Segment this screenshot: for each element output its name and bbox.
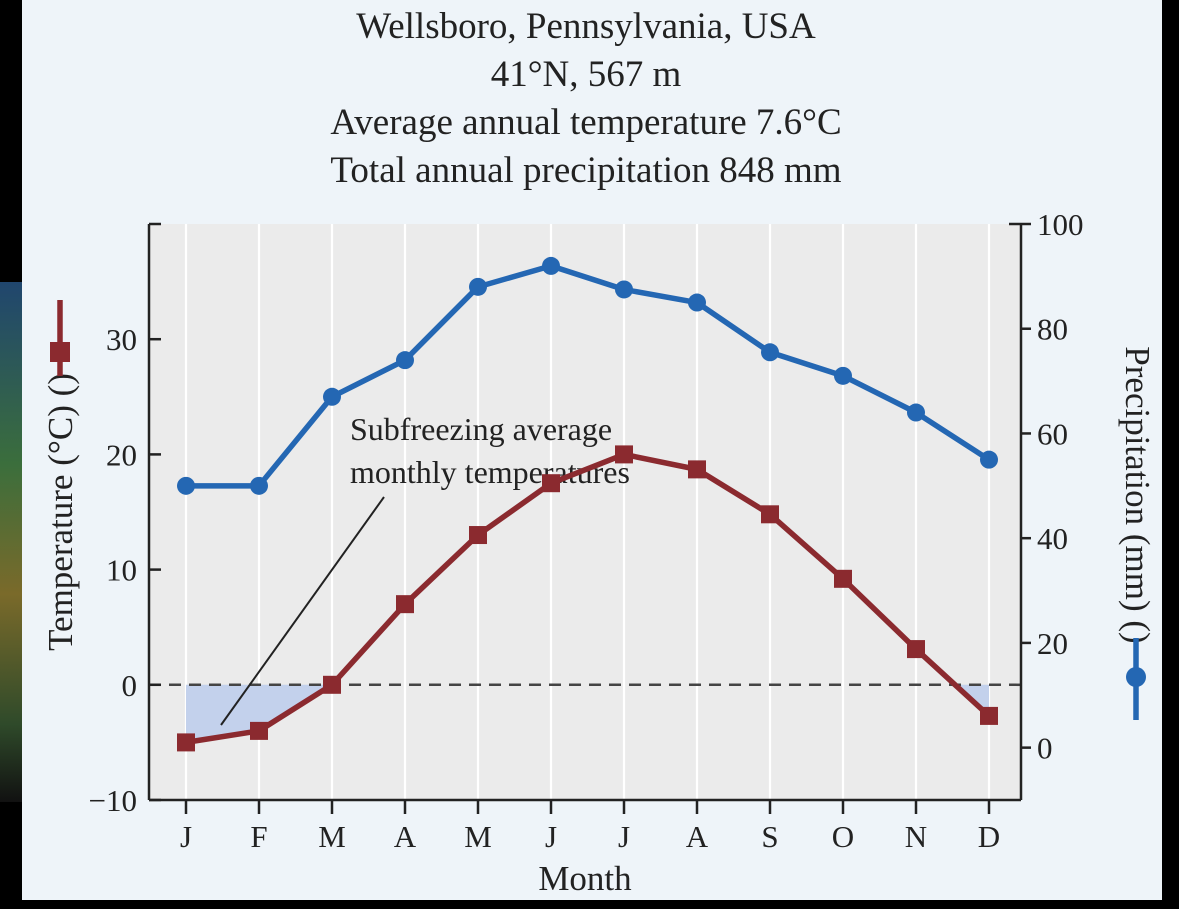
y-axis-left-label: Temperature (°C) (): [41, 373, 80, 651]
temperature-point: [761, 505, 779, 524]
y-left-tick-label: 30: [106, 322, 137, 357]
x-tick-label: M: [318, 819, 346, 854]
annotation-leader-line: [220, 496, 385, 726]
y-right-tick-label: 60: [1037, 416, 1068, 451]
axes: −10 0 10 20 30 0 20 40 60 80 100 J F M A M J J A S O N D: [89, 207, 1084, 854]
temperature-series: [177, 445, 998, 752]
precipitation-point: [980, 450, 998, 469]
temperature-point: [907, 640, 925, 659]
precipitation-point: [469, 277, 487, 296]
precipitation-point: [907, 403, 925, 422]
x-tick-label: M: [464, 819, 492, 854]
title-line-temperature: Average annual temperature 7.6°C: [330, 102, 841, 143]
y-right-tick-label: 0: [1037, 731, 1053, 766]
x-tick-label: D: [978, 819, 1000, 854]
y-axis-right-label: Precipitation (mm) (): [1118, 346, 1157, 643]
temperature-line: [185, 451, 991, 746]
annotation-line-1: Subfreezing average: [350, 411, 612, 447]
x-axis-label: Month: [538, 859, 632, 898]
precipitation-point: [615, 280, 633, 299]
x-tick-label: A: [394, 819, 417, 854]
title-line-precipitation: Total annual precipitation 848 mm: [330, 150, 841, 191]
x-tick-label: O: [832, 819, 854, 854]
y-left-tick-label: 0: [122, 668, 138, 703]
x-tick-label: J: [618, 819, 630, 854]
x-tick-label: F: [250, 819, 267, 854]
precipitation-point: [761, 343, 779, 362]
y-right-tick-label: 20: [1037, 626, 1068, 661]
title-line-coordinates: 41°N, 567 m: [491, 54, 682, 95]
temperature-point: [250, 721, 268, 740]
subfreezing-shading: [186, 684, 332, 743]
temperature-point: [542, 474, 560, 493]
chart-title: Wellsboro, Pennsylvania, USA 41°N, 567 m…: [330, 6, 841, 191]
temperature-point: [980, 706, 998, 725]
temperature-point: [396, 595, 414, 614]
precipitation-point: [323, 387, 341, 406]
precipitation-line: [186, 263, 991, 489]
precipitation-point: [834, 366, 852, 385]
y-left-label-text: Temperature (°C) (: [41, 385, 80, 651]
x-tick-label: N: [905, 819, 927, 854]
precipitation-point: [250, 476, 268, 495]
annotation-line-2: monthly temperatures: [350, 454, 630, 490]
title-line-location: Wellsboro, Pennsylvania, USA: [356, 6, 816, 47]
y-right-label-end: ): [1118, 632, 1157, 644]
temperature-legend-square: [50, 342, 70, 362]
precipitation-point: [542, 256, 560, 275]
precipitation-point: [396, 351, 414, 370]
precipitation-legend-marker: [1126, 638, 1146, 720]
x-tick-label: J: [545, 819, 557, 854]
temperature-point: [834, 569, 852, 588]
background-photo-strip: [0, 282, 22, 802]
y-right-tick-label: 40: [1037, 521, 1068, 556]
svg-text:Precipitation (mm) (): Precipitation (mm) (): [1118, 346, 1157, 643]
temperature-point: [323, 675, 341, 694]
y-left-tick-label: 20: [106, 437, 137, 472]
precipitation-series: [177, 256, 998, 495]
precipitation-point: [177, 476, 195, 495]
temperature-point: [688, 460, 706, 479]
temperature-legend-marker: [50, 300, 70, 376]
temperature-point: [177, 733, 195, 752]
y-left-tick-label: −10: [89, 783, 137, 818]
temperature-point: [615, 445, 633, 464]
month-gridlines: [184, 224, 991, 800]
y-right-label-text: Precipitation (mm) (: [1118, 346, 1157, 632]
y-left-tick-label: 10: [106, 553, 137, 588]
y-right-tick-label: 80: [1037, 312, 1068, 347]
temperature-point: [469, 526, 487, 545]
y-left-label-end: ): [41, 373, 80, 385]
precipitation-legend-circle: [1126, 667, 1146, 687]
precipitation-point: [688, 293, 706, 312]
svg-text:Temperature (°C) (): Temperature (°C) (): [41, 373, 80, 651]
y-right-tick-label: 100: [1037, 207, 1084, 242]
x-tick-label: S: [761, 819, 778, 854]
x-tick-label: J: [180, 819, 192, 854]
x-tick-label: A: [686, 819, 709, 854]
